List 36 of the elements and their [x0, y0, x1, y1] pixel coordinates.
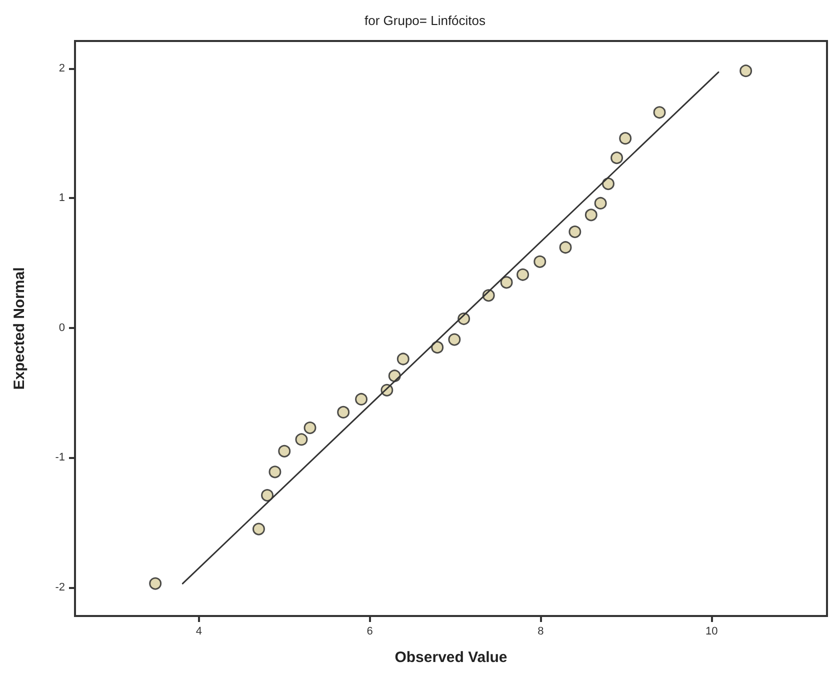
y-tick-label: -1: [55, 452, 65, 464]
point: [559, 241, 572, 254]
point: [355, 392, 368, 406]
x-tick-label: 10: [706, 626, 718, 638]
y-tick-label: 1: [58, 192, 65, 204]
point: [396, 352, 410, 366]
point: [602, 178, 614, 190]
point: [619, 132, 632, 145]
point: [516, 268, 530, 281]
point: [653, 106, 666, 119]
point: [584, 208, 598, 222]
point: [431, 341, 444, 354]
point: [261, 489, 274, 502]
x-tick-label: 4: [196, 626, 202, 638]
point: [534, 255, 546, 268]
point: [304, 422, 316, 434]
point: [295, 433, 308, 446]
x-tick-label: 6: [366, 626, 373, 638]
point: [594, 197, 607, 210]
y-axis-title: Expected Normal: [11, 267, 28, 390]
point: [740, 64, 752, 78]
point: [610, 152, 624, 164]
y-tick-label: 0: [58, 322, 65, 334]
x-axis-title: Observed Value: [394, 649, 508, 666]
x-tick-label: 8: [538, 626, 544, 638]
point: [568, 226, 582, 238]
point: [337, 406, 350, 418]
point: [500, 276, 513, 289]
point: [278, 444, 291, 458]
y-tick-label: -2: [55, 581, 65, 594]
y-tick-label: 2: [58, 62, 65, 74]
point: [149, 577, 162, 590]
point: [448, 333, 461, 346]
chart-title: for Grupo= Linfócitos: [364, 13, 486, 28]
point: [268, 466, 282, 478]
point: [252, 522, 265, 536]
